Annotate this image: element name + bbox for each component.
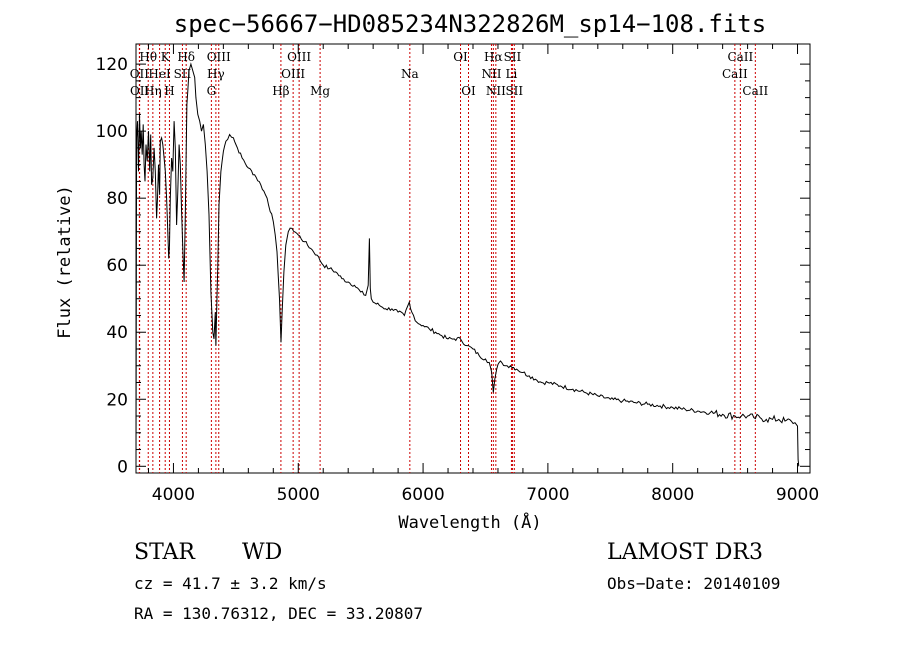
marker-label: SII (505, 84, 523, 98)
x-tick-label: 9000 (776, 485, 819, 505)
marker-lines (138, 44, 756, 473)
x-tick-label: 4000 (152, 485, 195, 505)
marker-label: OIII (281, 67, 305, 81)
marker-label: K (161, 50, 171, 64)
marker-label: Hα (484, 50, 503, 64)
marker-label: OIII (207, 50, 231, 64)
object-class: STAR (134, 540, 196, 565)
marker-label: OI (461, 84, 476, 98)
x-axis-label: Wavelength (Å) (398, 511, 541, 533)
marker-label: CaII (727, 50, 753, 64)
x-tick-label: 7000 (526, 485, 569, 505)
redshift-text: cz = 41.7 ± 3.2 km/s (134, 574, 327, 593)
x-tick-label: 5000 (277, 485, 320, 505)
marker-label: H (164, 84, 174, 98)
spectrum-line (135, 62, 800, 467)
x-tick-label: 6000 (401, 485, 444, 505)
marker-label: CaII (742, 84, 768, 98)
marker-label: Hβ (272, 84, 289, 98)
marker-label: Hθ (139, 50, 157, 64)
marker-label: OII (130, 67, 150, 81)
y-tick-label: 100 (96, 122, 128, 142)
y-tick-label: 80 (106, 189, 128, 209)
y-tick-label: 0 (117, 457, 128, 477)
chart-title: spec−56667−HD085234N322826M_sp14−108.fit… (174, 10, 766, 38)
marker-label: OIII (287, 50, 311, 64)
marker-label: Na (401, 67, 419, 81)
y-axis-label: Flux (relative) (55, 185, 75, 339)
y-tick-label: 20 (106, 390, 128, 410)
obs-date: Obs−Date: 20140109 (607, 574, 780, 593)
marker-label: OII (130, 84, 150, 98)
y-tick-label: 60 (106, 256, 128, 276)
marker-label: NII (481, 67, 501, 81)
marker-label: Mg (310, 84, 330, 98)
survey-name: LAMOST DR3 (607, 540, 763, 565)
coordinates: RA = 130.76312, DEC = 33.20807 (134, 604, 423, 623)
marker-label: Hη (144, 84, 162, 98)
marker-label: SII (504, 50, 522, 64)
y-tick-label: 120 (96, 55, 128, 75)
x-tick-label: 8000 (651, 485, 694, 505)
plot-frame (135, 43, 811, 474)
y-tick-label: 40 (106, 323, 128, 343)
y-ticks: 0 20 40 60 80 100 120 (96, 55, 810, 477)
marker-label: Hγ (207, 67, 225, 81)
marker-label: G (207, 84, 217, 98)
x-ticks: 4000 5000 6000 7000 8000 9000 (147, 44, 819, 505)
marker-label: Hδ (177, 50, 195, 64)
marker-label: SII (174, 67, 192, 81)
marker-label: OI (453, 50, 468, 64)
marker-label: HeI (148, 67, 171, 81)
marker-label: NII (486, 84, 506, 98)
subclass: WD (242, 540, 282, 565)
marker-label: CaII (722, 67, 748, 81)
marker-label: Li (506, 67, 518, 81)
